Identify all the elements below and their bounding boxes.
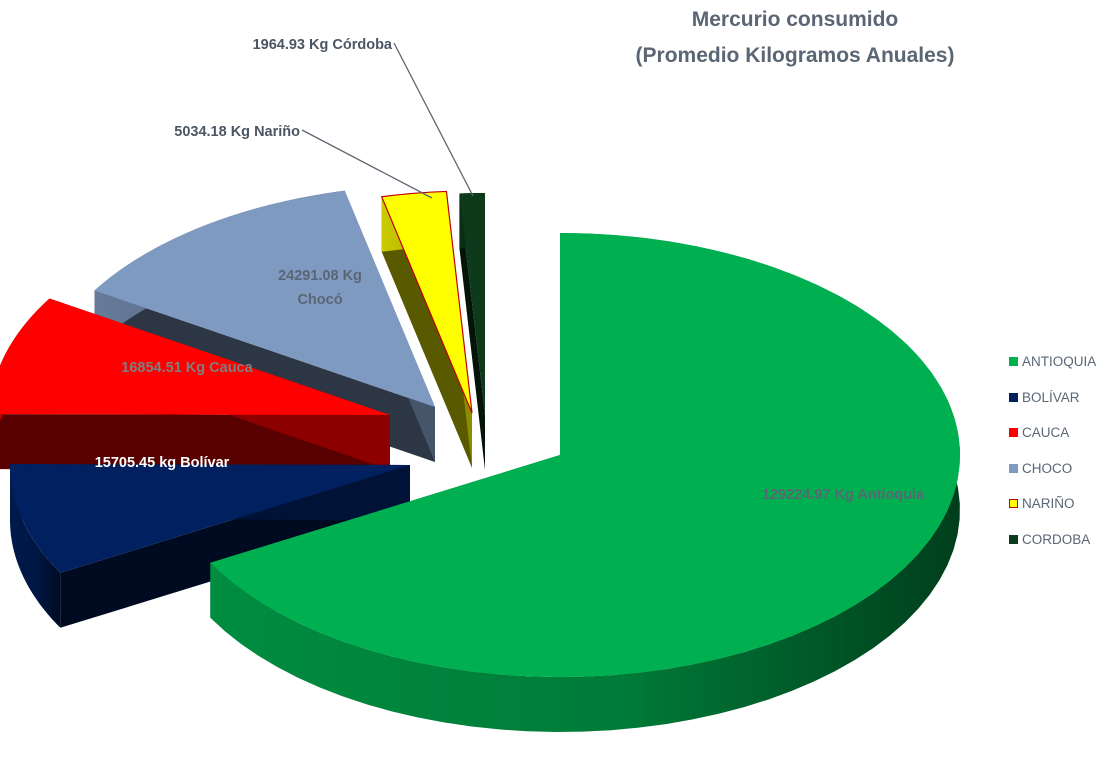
slice-outer-wall: [10, 464, 61, 628]
legend-swatch-icon: [1009, 463, 1018, 473]
leader-line-nariño: [301, 129, 433, 199]
pie-slice-cordoba: [459, 193, 485, 470]
leader-line-cordoba: [393, 42, 474, 197]
pie-slice-bolívar: [9, 464, 410, 628]
data-label-cordoba: 1964.93 Kg Córdoba: [253, 37, 393, 53]
data-label-bolívar: 15705.45 kg Bolívar: [95, 455, 230, 471]
legend-label: BOLÍVAR: [1022, 389, 1080, 405]
legend-swatch-icon: [1009, 357, 1018, 367]
slice-top-face: [9, 464, 410, 573]
legend-label: NARIÑO: [1022, 496, 1075, 512]
legend-label: CAUCA: [1022, 425, 1070, 441]
slice-top-face: [210, 233, 960, 677]
legend-label: CHOCO: [1022, 460, 1073, 476]
data-label-nariño: 5034.18 Kg Nariño: [174, 124, 300, 140]
legend-item-antioquia: ANTIOQUIA: [1009, 344, 1104, 380]
slice-side-face: [459, 193, 485, 470]
legend-swatch-icon: [1009, 534, 1018, 544]
legend-item-choco: CHOCO: [1009, 451, 1104, 487]
chart-legend: ANTIOQUIA BOLÍVAR CAUCA CHOCO NARIÑO CORDOBA: [1009, 344, 1104, 557]
chart-title-line-1: Mercurio consumido: [691, 8, 899, 31]
data-label-choco: 24291.08 Kg Chocó: [278, 268, 362, 308]
slice-top-face: [380, 190, 473, 414]
legend-label: CORDOBA: [1022, 531, 1091, 547]
legend-item-bolívar: BOLÍVAR: [1009, 380, 1104, 416]
slice-top-face: [94, 190, 436, 407]
slice-top-face: [0, 298, 390, 415]
legend-swatch-icon: [1009, 499, 1018, 509]
data-label-antioquia: 129224.97 Kg Antioquia: [762, 487, 925, 503]
legend-item-cordoba: CORDOBA: [1009, 522, 1104, 558]
legend-label: ANTIOQUIA: [1022, 354, 1097, 370]
data-label-cauca: 16854.51 Kg Cauca: [121, 360, 253, 376]
pie-slice-nariño: [380, 190, 473, 468]
legend-swatch-icon: [1009, 428, 1018, 438]
legend-item-nariño: NARIÑO: [1009, 486, 1104, 522]
pie-slice-antioquia: [210, 233, 960, 732]
legend-item-cauca: CAUCA: [1009, 415, 1104, 451]
legend-swatch-icon: [1009, 392, 1018, 402]
pie-slice-cauca: [0, 298, 391, 470]
chart-title-line-2: (Promedio Kilogramos Anuales): [635, 44, 955, 67]
slice-top-face: [459, 193, 485, 415]
slice-side-face: [381, 196, 472, 468]
